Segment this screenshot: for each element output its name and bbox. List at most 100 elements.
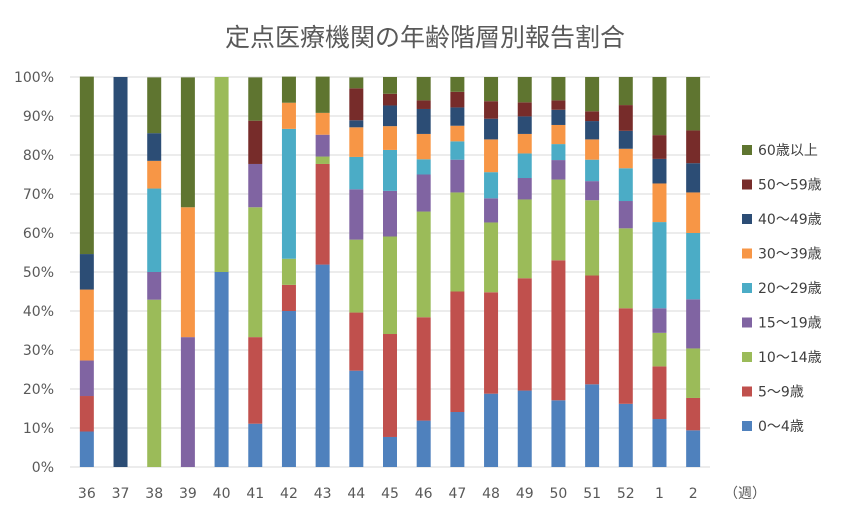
legend-swatch	[742, 421, 752, 431]
legend-swatch	[742, 214, 752, 224]
bar-segment	[79, 360, 94, 397]
bar-segment	[585, 139, 600, 160]
bar-segment	[517, 199, 532, 279]
bar-segment	[585, 275, 600, 385]
bar-segment	[79, 431, 94, 467]
bar-segment	[214, 272, 229, 467]
bar-segment	[551, 100, 566, 110]
x-tick-label: 39	[179, 486, 197, 502]
y-tick-label: 40%	[23, 304, 54, 320]
bar-segment	[113, 77, 128, 467]
bar-segment	[484, 101, 499, 119]
legend-label: 15～19歳	[758, 316, 822, 332]
bar-segment	[281, 102, 296, 129]
bar-segment	[585, 181, 600, 201]
bar-segment	[517, 77, 532, 103]
bar-segment	[248, 207, 263, 338]
legend-swatch	[742, 145, 752, 155]
bar-segment	[147, 299, 162, 467]
bar-segment	[315, 163, 330, 265]
bar-segment	[686, 192, 701, 233]
bar-segment	[180, 207, 195, 338]
bar-segment	[416, 211, 431, 318]
legend-swatch	[742, 386, 752, 397]
x-tick-label: 47	[448, 486, 466, 502]
bar-segment	[450, 291, 465, 413]
bar-segment	[618, 130, 633, 149]
bar-segment	[248, 163, 263, 208]
bar-segment	[551, 77, 566, 101]
bar-segment	[180, 77, 195, 208]
bar-segment	[652, 222, 667, 309]
bar-segment	[349, 370, 364, 467]
bar-segment	[383, 126, 397, 150]
bar-segment	[416, 77, 431, 101]
bar-segment	[248, 120, 263, 164]
bar-segment	[214, 77, 229, 272]
bar-segment	[281, 311, 296, 467]
x-tick-label: 41	[246, 486, 264, 502]
bar-segment	[517, 102, 532, 117]
legend-label: 50～59歳	[758, 178, 822, 194]
bar-segment	[248, 337, 263, 424]
bar-segment	[517, 178, 532, 200]
bar-segment	[484, 77, 499, 102]
bar-segment	[652, 419, 667, 467]
bar-segment	[517, 153, 532, 179]
bar-segment	[450, 125, 465, 142]
bar-segment	[281, 258, 296, 285]
bar-segment	[517, 116, 532, 134]
x-tick-label: 48	[482, 486, 500, 502]
bar-segment	[618, 228, 633, 309]
y-tick-label: 90%	[23, 109, 54, 125]
bar-segment	[450, 77, 465, 92]
bar-segment	[585, 77, 600, 112]
x-tick-label: 40	[213, 486, 231, 502]
x-tick-label: 45	[381, 486, 399, 502]
bar-segment	[484, 292, 499, 394]
y-tick-label: 50%	[23, 265, 54, 281]
bar-segment	[450, 159, 465, 193]
bar-segment	[484, 118, 499, 140]
bar-segment	[147, 272, 162, 300]
bar-segment	[652, 135, 667, 159]
legend-label: 5～9歳	[758, 385, 804, 401]
bar-segment	[416, 100, 431, 109]
bar-segment	[383, 436, 397, 467]
x-tick-label: 2	[689, 486, 698, 502]
bar-segment	[349, 156, 364, 190]
bar-segment	[450, 91, 465, 108]
bar-segment	[484, 172, 499, 199]
bar-segment	[484, 222, 499, 293]
bar-segment	[315, 156, 330, 164]
bar-segment	[281, 128, 296, 259]
bar-segment	[315, 264, 330, 467]
bar-segment	[416, 108, 431, 134]
x-tick-label: 1	[655, 486, 664, 502]
bar-segment	[383, 236, 397, 335]
bar-segment	[618, 403, 633, 467]
bar-segment	[349, 88, 364, 121]
bar-segment	[585, 159, 600, 182]
bar-segment	[349, 127, 364, 157]
bar-segment	[383, 77, 397, 94]
legend-swatch	[742, 283, 752, 293]
y-tick-label: 70%	[23, 187, 54, 203]
bar-segment	[147, 77, 162, 134]
bar-segment	[551, 260, 566, 401]
legend-swatch	[742, 352, 752, 362]
bar-segment	[652, 158, 667, 184]
bar-segment	[686, 397, 701, 431]
bar-segment	[686, 430, 701, 467]
y-tick-label: 80%	[23, 148, 54, 164]
x-tick-label: 36	[78, 486, 96, 502]
bar-segment	[147, 160, 162, 189]
bar-segment	[652, 332, 667, 367]
x-tick-label: 49	[516, 486, 534, 502]
bar-segment	[383, 334, 397, 437]
bar-segment	[686, 299, 701, 349]
bar-segment	[248, 423, 263, 467]
bar-segment	[450, 107, 465, 126]
bar-segment	[551, 144, 566, 161]
